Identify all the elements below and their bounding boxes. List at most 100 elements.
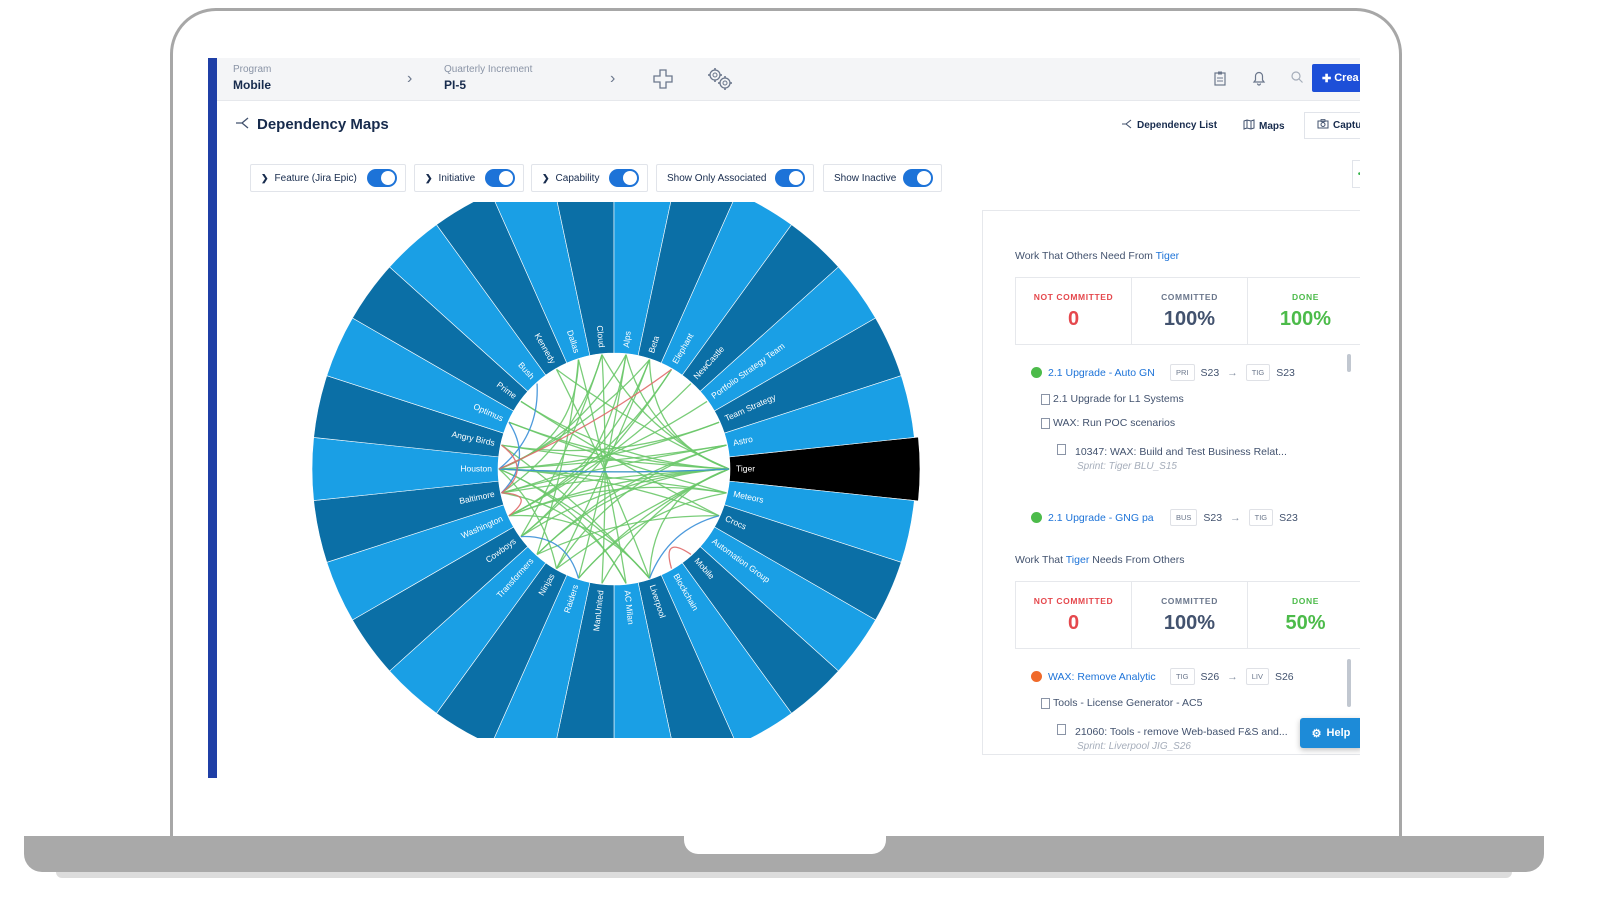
filter-show-inactive-label: Show Inactive	[834, 172, 897, 184]
dependency-link[interactable]	[668, 546, 692, 569]
dependency-link[interactable]	[555, 359, 651, 569]
dependency-link[interactable]	[520, 400, 720, 517]
filter-feature[interactable]: ❯ Feature (Jira Epic)	[250, 164, 406, 192]
filter-show-inactive[interactable]: Show Inactive	[823, 164, 942, 192]
from-team-tag: TIG	[1170, 668, 1195, 685]
chevron-right-icon: ❯	[261, 172, 269, 183]
dependency-link[interactable]	[508, 383, 692, 517]
filter-feature-toggle[interactable]	[367, 169, 397, 187]
filter-capability-label: Capability	[555, 172, 600, 184]
dependency-link[interactable]	[648, 515, 720, 579]
story-item: 21060: Tools - remove Web-based F&S and.…	[1057, 724, 1288, 752]
dependency-link[interactable]	[536, 359, 580, 555]
document-icon	[1041, 393, 1050, 405]
search-icon[interactable]	[1290, 70, 1304, 89]
scrollbar-thumb[interactable]	[1347, 659, 1351, 707]
from-team-tag: PRI	[1170, 364, 1195, 381]
stat-done-label: DONE	[1292, 292, 1319, 302]
dependency-list-label: Dependency List	[1137, 120, 1218, 131]
help-label: Help	[1326, 727, 1351, 739]
others-need-team-link[interactable]: Tiger	[1155, 250, 1180, 262]
filter-capability-toggle[interactable]	[609, 169, 639, 187]
create-label: Crea	[1334, 72, 1359, 84]
settings-gears-icon[interactable]	[705, 65, 735, 98]
team-label: AC Milan	[623, 590, 637, 626]
create-button[interactable]: ✚ Crea	[1312, 64, 1360, 92]
dependency-link[interactable]	[498, 468, 730, 473]
scrollbar-thumb[interactable]	[1347, 354, 1351, 372]
filter-show-only-associated-toggle[interactable]	[775, 169, 805, 187]
document-icon	[1041, 417, 1050, 429]
map-icon	[1243, 119, 1255, 133]
filter-initiative-toggle[interactable]	[485, 169, 515, 187]
clipboard-icon[interactable]	[1214, 71, 1226, 91]
dependency-item-title[interactable]: WAX: Remove Analytic	[1048, 670, 1156, 683]
bell-icon[interactable]	[1252, 70, 1266, 91]
dependency-list-link[interactable]: Dependency List	[1121, 119, 1217, 132]
filter-show-only-associated[interactable]: Show Only Associated	[656, 164, 814, 192]
filter-capability[interactable]: ❯ Capability	[531, 164, 648, 192]
dependency-link[interactable]	[498, 468, 558, 569]
dependency-item[interactable]: WAX: Remove Analytic TIG S26 → LIV S26	[1031, 668, 1294, 685]
dependency-item[interactable]: 2.1 Upgrade - GNG pa BUS S23 → TIG S23	[1031, 509, 1298, 526]
dependency-link[interactable]	[520, 354, 603, 537]
dependency-link[interactable]	[520, 535, 580, 579]
stat-committed-value: 100%	[1163, 612, 1216, 634]
stat-committed: COMMITTED 100%	[1132, 278, 1248, 344]
team-label: Alps	[621, 331, 633, 349]
stat-committed-value: 100%	[1163, 308, 1216, 330]
status-dot-icon	[1031, 512, 1042, 523]
status-dot-icon	[1031, 671, 1042, 682]
dependency-link[interactable]	[577, 492, 727, 579]
tiger-needs-team-link[interactable]: Tiger	[1065, 554, 1090, 566]
filter-show-inactive-toggle[interactable]	[903, 169, 933, 187]
tiger-needs-title-suffix: Needs From Others	[1092, 554, 1185, 566]
to-sprint: S23	[1276, 366, 1295, 379]
app-screen: Program Mobile › Quarterly Increment PI-…	[208, 58, 1360, 778]
dependency-link[interactable]	[498, 383, 538, 470]
maps-link[interactable]: Maps	[1243, 119, 1285, 133]
increment-value: PI-5	[444, 78, 467, 92]
dependency-link[interactable]	[501, 492, 627, 584]
arrow-right-icon: →	[1230, 511, 1241, 524]
dependency-chord-diagram: Tiger Meteors Crocs Automation Group Mobile B…	[308, 202, 928, 738]
camera-icon	[1317, 119, 1329, 132]
sub-item: 2.1 Upgrade for L1 Systems	[1041, 393, 1184, 405]
filter-initiative[interactable]: ❯ Initiative	[414, 164, 524, 192]
program-value: Mobile	[233, 78, 271, 92]
dependency-link[interactable]	[555, 444, 727, 569]
filter-feature-label: Feature (Jira Epic)	[274, 172, 357, 184]
story-item: 10347: WAX: Build and Test Business Rela…	[1057, 444, 1287, 472]
partial-action-button[interactable]: •	[1352, 160, 1360, 188]
stat-committed: COMMITTED 100%	[1132, 582, 1248, 648]
sub-item-title: Tools - License Generator - AC5	[1053, 697, 1203, 709]
dependency-detail-panel: Work That Others Need From Tiger NOT COM…	[982, 210, 1360, 755]
program-selector[interactable]: Program Mobile	[233, 64, 271, 92]
dependency-link[interactable]	[501, 444, 727, 494]
team-label: ManUnited	[591, 589, 605, 631]
team-label: Houston	[460, 463, 492, 473]
dependency-link[interactable]	[501, 421, 521, 494]
dependency-link[interactable]	[508, 486, 727, 517]
to-sprint: S23	[1279, 511, 1298, 524]
to-sprint: S26	[1274, 670, 1294, 683]
chevron-right-icon: ›	[407, 70, 413, 87]
capture-label: Captu	[1333, 120, 1360, 131]
dependency-item-title[interactable]: 2.1 Upgrade - GNG pa	[1048, 511, 1154, 524]
dependency-link[interactable]	[501, 492, 522, 517]
dependency-item[interactable]: 2.1 Upgrade - Auto GN PRI S23 → TIG S23	[1031, 364, 1295, 381]
stat-not-committed: NOT COMMITTED 0	[1016, 582, 1132, 648]
dependency-item-title[interactable]: 2.1 Upgrade - Auto GN	[1048, 366, 1155, 379]
help-button[interactable]: ⚙ Help	[1300, 718, 1360, 748]
dependency-link[interactable]	[501, 444, 518, 494]
increment-selector[interactable]: Quarterly Increment PI-5	[444, 64, 532, 92]
document-icon	[1057, 444, 1066, 455]
capture-button[interactable]: Captu	[1304, 112, 1360, 139]
program-label: Program	[233, 64, 272, 75]
story-sprint: Sprint: Tiger BLU_S15	[1077, 461, 1177, 472]
team-label: Astro	[732, 434, 754, 448]
add-icon[interactable]	[653, 69, 673, 94]
dependency-link[interactable]	[498, 368, 672, 470]
maps-label: Maps	[1259, 120, 1285, 132]
sub-item-title: 2.1 Upgrade for L1 Systems	[1053, 393, 1184, 405]
